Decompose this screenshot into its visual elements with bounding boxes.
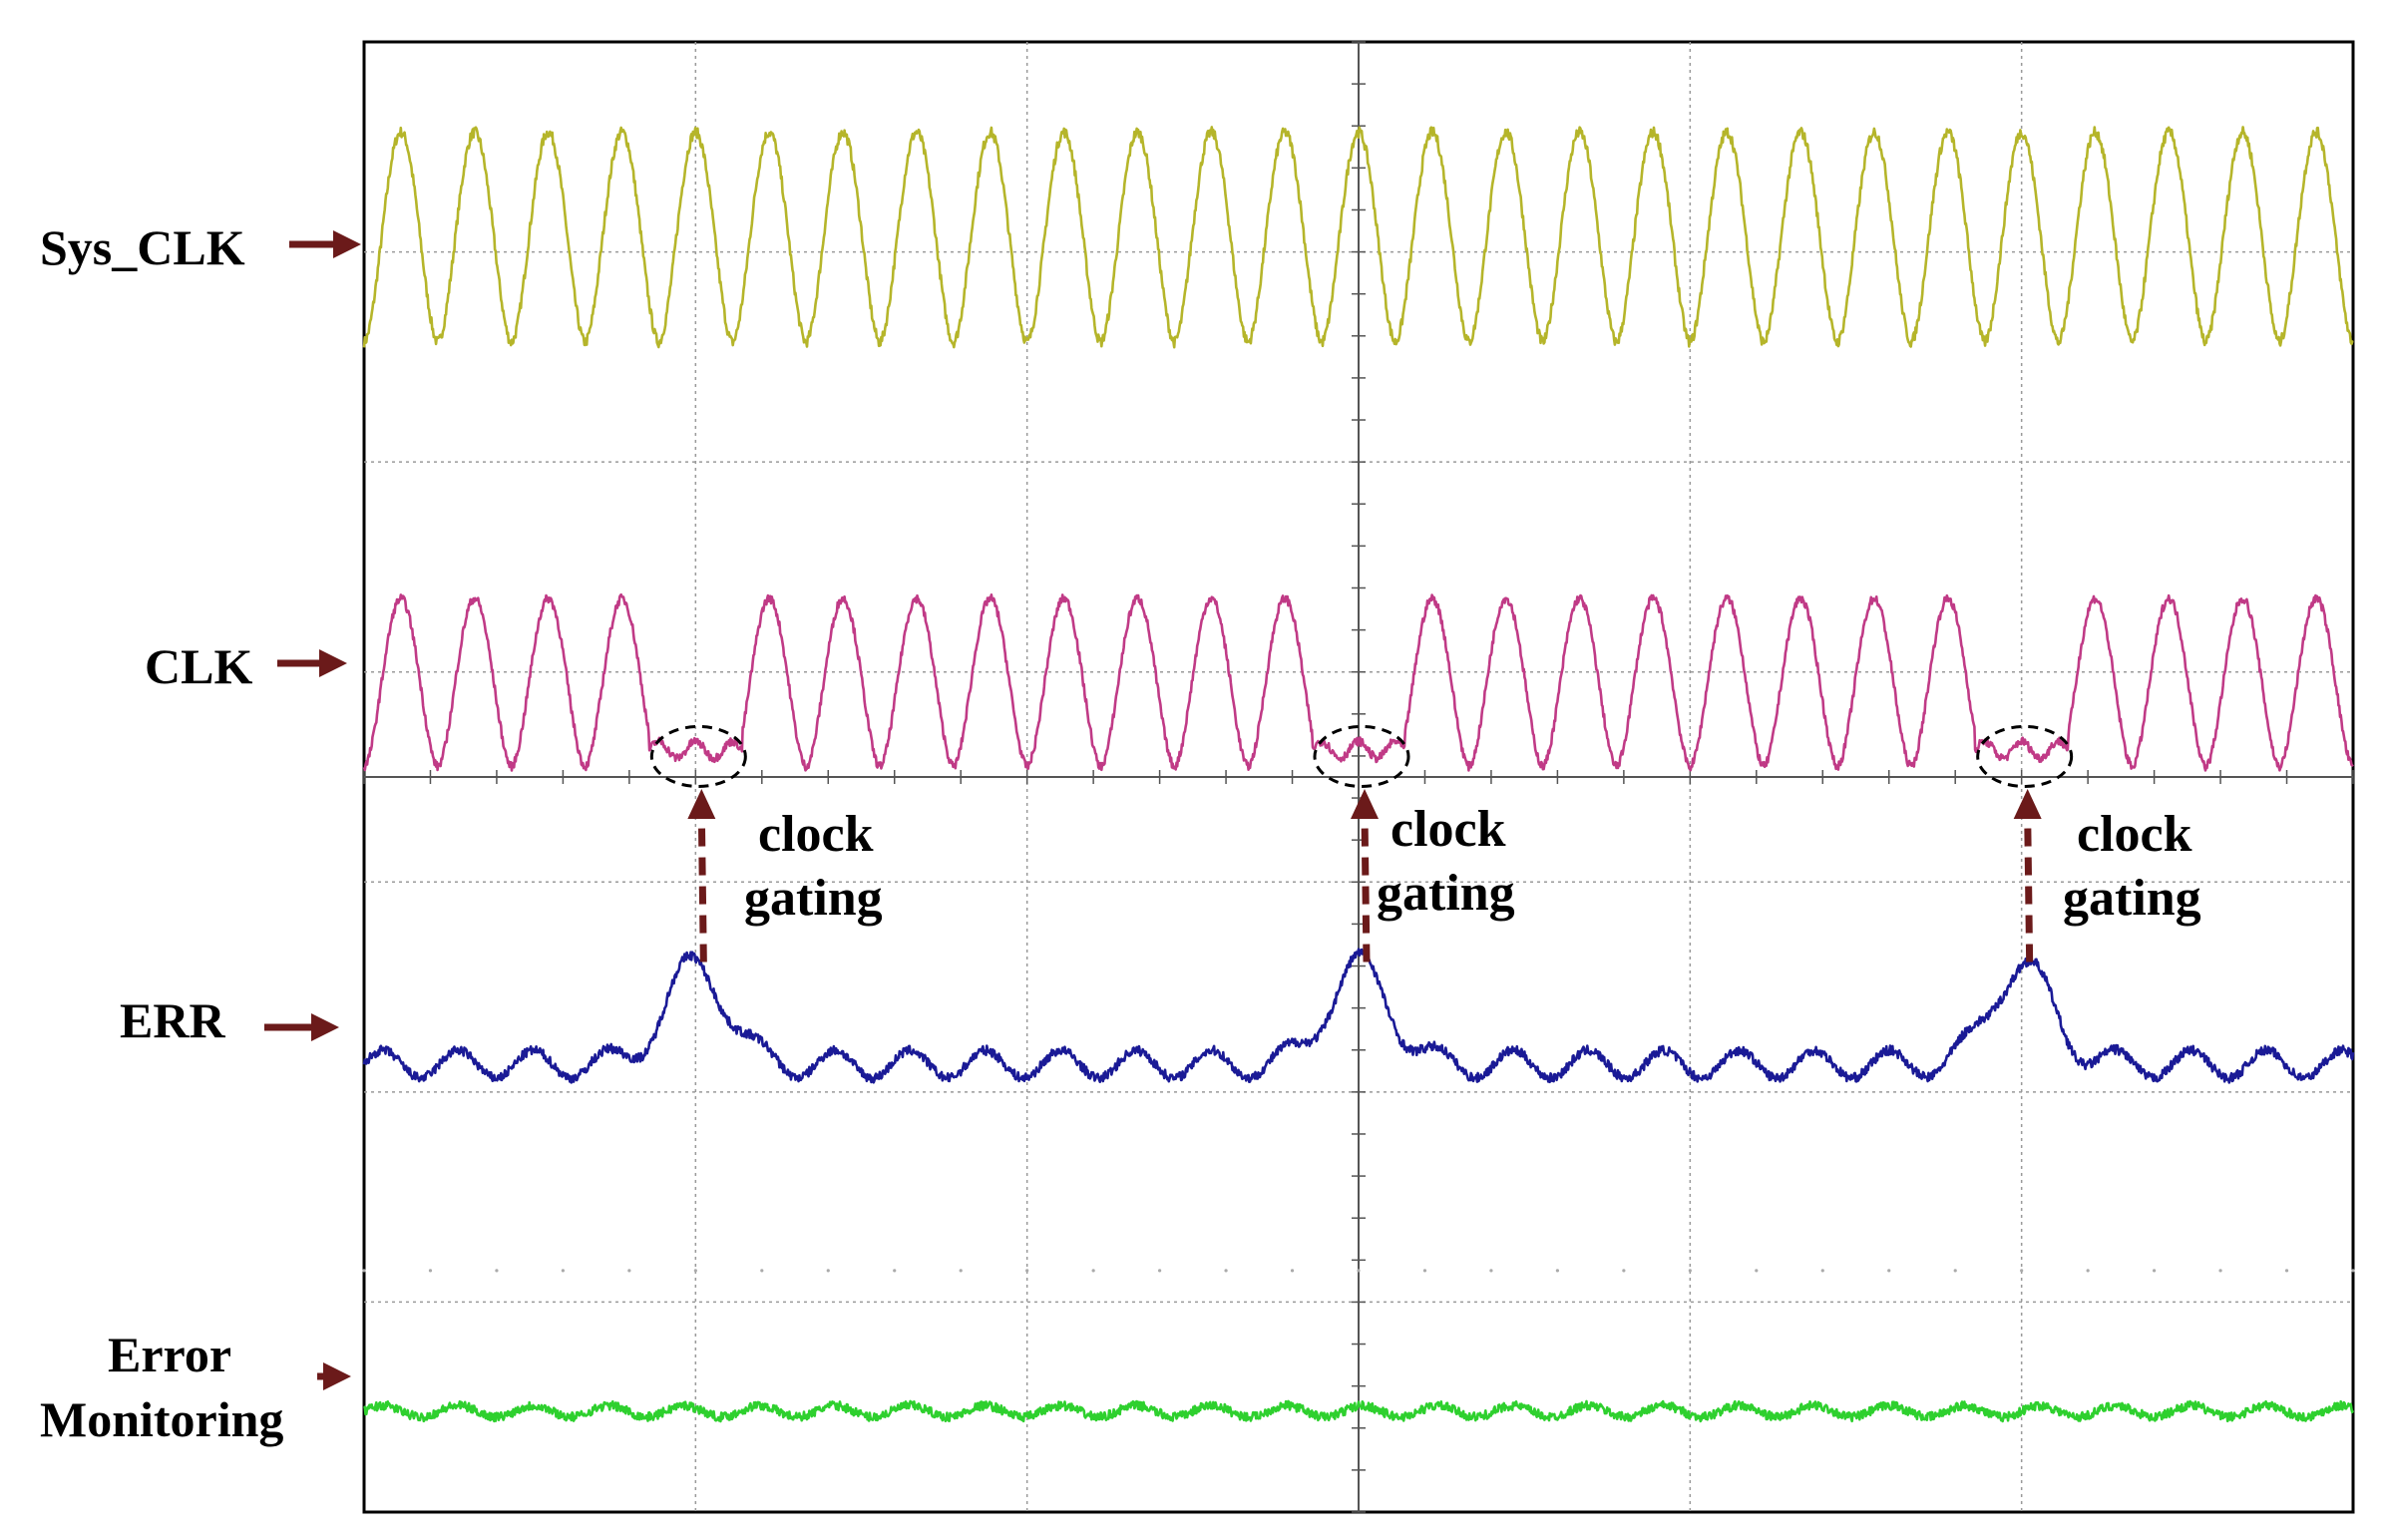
annotation-line1: clock (758, 806, 874, 863)
grid-dot (2351, 1269, 2355, 1273)
gating-markers (649, 724, 2074, 962)
annotation-gating-3: clock gating (2063, 806, 2201, 927)
grid-dot (1953, 1269, 1957, 1273)
grid-dot (1755, 1269, 1759, 1273)
grid-dot (1887, 1269, 1891, 1273)
grid-dot (826, 1269, 830, 1273)
gating-arrow-shaft (2024, 814, 2034, 962)
grid-dot (2218, 1269, 2222, 1273)
trace-sys-clk (362, 126, 2354, 349)
grid-dot (1025, 1269, 1029, 1273)
gating-arrow-head (687, 789, 716, 819)
grid-dot (2020, 1269, 2024, 1273)
gating-arrow-shaft (1361, 814, 1371, 962)
channel-arrows (264, 230, 361, 1390)
label-sys-clk: Sys_CLK (40, 219, 245, 275)
grid-dot (1688, 1269, 1692, 1273)
label-error-monitoring-1: Error (108, 1327, 231, 1382)
grid-dot (1422, 1269, 1427, 1273)
annotation-line1: clock (1391, 801, 1506, 858)
gating-ellipse (1313, 724, 1410, 788)
grid-dot (760, 1269, 764, 1273)
grid-dot (495, 1269, 499, 1273)
grid-dot (1091, 1269, 1095, 1273)
gating-ellipse (1976, 724, 2074, 788)
traces (362, 126, 2355, 1423)
grid-dot (1158, 1269, 1162, 1273)
grid-dot (1820, 1269, 1824, 1273)
grid-dot (2153, 1269, 2157, 1273)
annotation-line2: gating (1377, 865, 1515, 922)
arrow-sys-clk-head (333, 230, 361, 258)
grid-dot (1290, 1269, 1295, 1273)
gating-arrow-head (2013, 789, 2042, 819)
gating-arrow-shaft (697, 814, 707, 962)
annotation-line2: gating (2063, 870, 2201, 927)
arrow-err-head (311, 1013, 339, 1041)
grid-dot (2284, 1269, 2289, 1273)
grid (362, 41, 2355, 1513)
arrow-clk-head (319, 649, 347, 677)
trace-error-monitoring (362, 1399, 2355, 1423)
trace-clk (362, 592, 2354, 772)
grid-dot (1489, 1269, 1493, 1273)
annotation-gating-1: clock gating (744, 806, 883, 927)
label-clk: CLK (145, 638, 252, 694)
gating-ellipse (649, 724, 747, 788)
grid-dot (428, 1269, 433, 1273)
grid-dot (959, 1269, 963, 1273)
label-err: ERR (120, 992, 225, 1048)
grid-dot (561, 1269, 566, 1273)
grid-dot (627, 1269, 631, 1273)
label-error-monitoring-2: Monitoring (40, 1391, 283, 1447)
grid-dot (1555, 1269, 1559, 1273)
grid-dot (1224, 1269, 1228, 1273)
grid-dot (362, 1269, 366, 1273)
grid-dot (2086, 1269, 2090, 1273)
annotation-line2: gating (744, 870, 883, 927)
gating-arrow-head (1351, 789, 1379, 819)
grid-dot (1357, 1269, 1361, 1273)
grid-dot (693, 1269, 697, 1273)
annotation-gating-2: clock gating (1377, 801, 1515, 922)
grid-dot (1622, 1269, 1626, 1273)
trace-err (362, 948, 2355, 1084)
grid-dot (893, 1269, 897, 1273)
annotation-line1: clock (2077, 806, 2192, 863)
arrow-error-monitoring-head (323, 1362, 351, 1390)
